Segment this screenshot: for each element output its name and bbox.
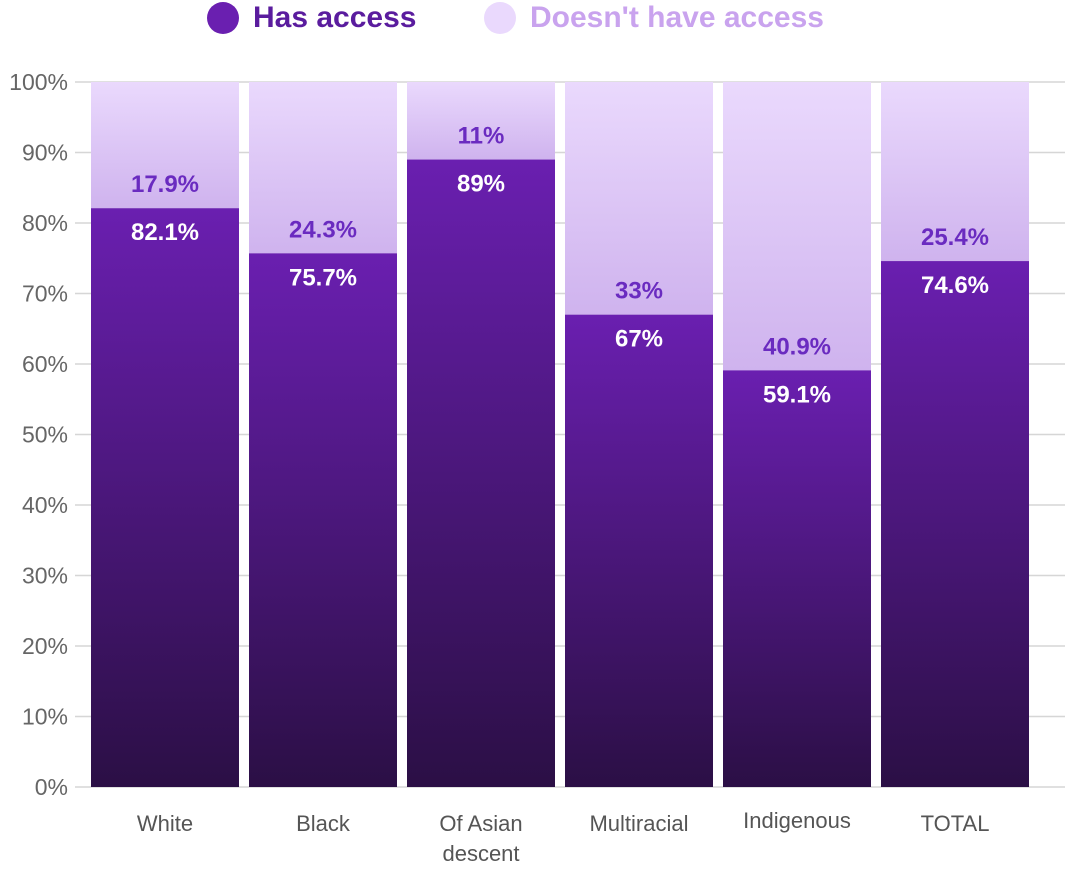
y-tick-label: 100% <box>9 69 68 95</box>
y-tick-label: 70% <box>22 281 68 307</box>
y-tick-label: 50% <box>22 422 68 448</box>
y-tick-label: 60% <box>22 351 68 377</box>
bar-no-access <box>565 82 713 315</box>
x-tick-label: White <box>136 811 194 836</box>
bar-has-access <box>407 159 555 788</box>
bar-has-access <box>723 370 871 787</box>
x-tick-label: Black <box>296 811 350 836</box>
y-tick-label: 80% <box>22 210 68 236</box>
data-label-has-access: 74.6% <box>921 272 989 299</box>
bar-has-access <box>249 253 397 787</box>
x-tick-label: Indigenous <box>743 808 851 833</box>
bar-has-access <box>565 314 713 787</box>
y-tick-label: 20% <box>22 633 68 659</box>
bar-no-access <box>881 82 1029 262</box>
legend-swatch-no-access <box>484 2 516 34</box>
data-label-has-access: 67% <box>615 326 663 353</box>
data-label-no-access: 33% <box>615 278 663 305</box>
y-tick-label: 10% <box>22 704 68 730</box>
legend-label-has-access: Has access <box>253 1 417 34</box>
legend-label-no-access: Doesn't have access <box>530 1 824 34</box>
bar-no-access <box>723 82 871 371</box>
legend-item-has-access: Has access <box>207 0 416 36</box>
data-label-no-access: 11% <box>458 123 505 150</box>
data-label-no-access: 24.3% <box>289 216 357 243</box>
x-tick-label: Multiracial <box>589 811 689 836</box>
bar-has-access <box>881 261 1029 787</box>
bar-no-access <box>249 82 397 254</box>
x-tick-label: TOTAL <box>920 811 990 836</box>
y-tick-label: 40% <box>22 492 68 518</box>
legend-swatch-has-access <box>207 2 239 34</box>
data-label-no-access: 17.9% <box>131 171 199 198</box>
legend: Has access Doesn't have access <box>0 0 1065 40</box>
bar-no-access <box>91 82 239 209</box>
bar-no-access <box>407 82 555 160</box>
data-label-has-access: 82.1% <box>131 219 199 246</box>
legend-item-no-access: Doesn't have access <box>484 0 824 36</box>
bar-has-access <box>91 208 239 787</box>
data-label-no-access: 25.4% <box>921 224 989 251</box>
y-tick-label: 90% <box>22 140 68 166</box>
data-label-has-access: 89% <box>457 171 505 198</box>
y-tick-label: 0% <box>35 774 68 800</box>
data-label-has-access: 59.1% <box>763 381 831 408</box>
data-label-no-access: 40.9% <box>763 333 831 360</box>
data-label-has-access: 75.7% <box>289 264 357 291</box>
x-tick-label: Of Asian descent <box>439 811 523 866</box>
y-tick-label: 30% <box>22 563 68 589</box>
